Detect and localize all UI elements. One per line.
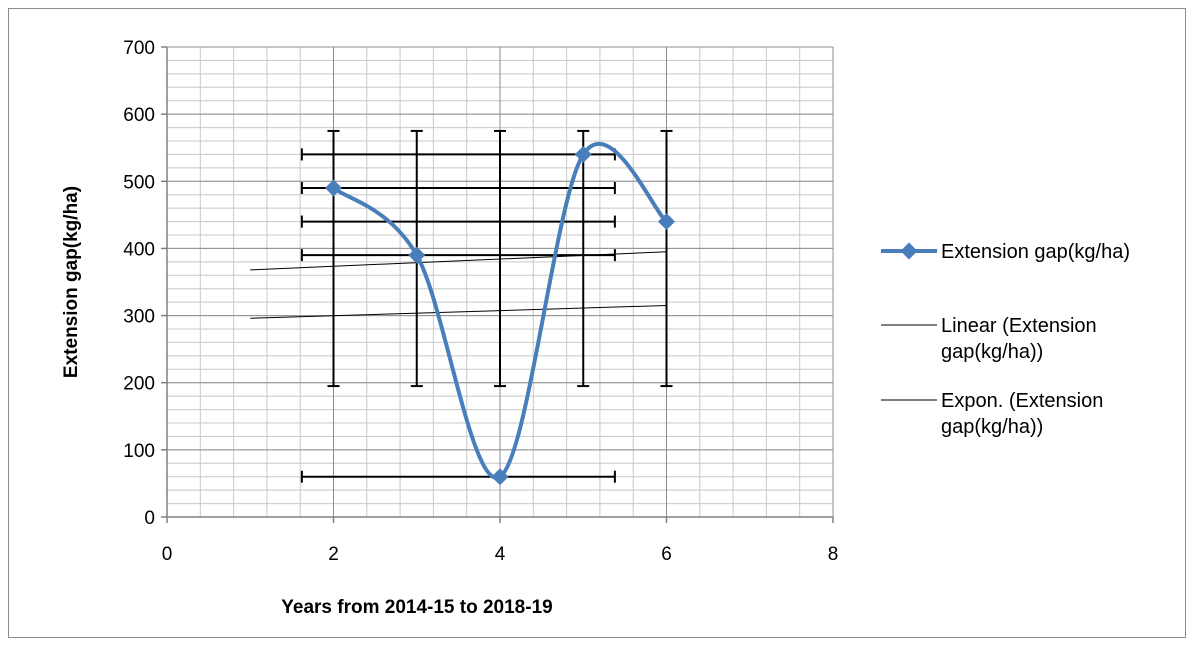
y-tick-label: 200 <box>123 374 155 395</box>
data-point <box>325 179 342 197</box>
chart-frame: 0 100 200 300 400 500 600 700 0 2 4 6 8 Years from 2… <box>8 8 1186 638</box>
y-tick-label: 400 <box>123 239 155 260</box>
legend-expon-label: Expon. (Extension gap(kg/ha)) <box>941 390 1109 438</box>
tick-labels: 0 100 200 300 400 500 600 700 0 2 4 6 8 <box>123 38 838 565</box>
y-tick-label: 300 <box>123 307 155 328</box>
series-line <box>332 142 668 480</box>
x-tick-label: 8 <box>828 544 839 565</box>
y-tick-label: 700 <box>123 38 155 59</box>
x-tick-label: 0 <box>162 544 173 565</box>
legend-entry-series: Extension gap(kg/ha) <box>881 241 1130 263</box>
chart: 0 100 200 300 400 500 600 700 0 2 4 6 8 Years from 2… <box>61 38 1130 618</box>
legend-series-marker <box>900 242 918 260</box>
legend-entry-expon: Expon. (Extension gap(kg/ha)) <box>881 390 1109 438</box>
y-tick-label: 600 <box>123 105 155 126</box>
data-point <box>658 213 675 231</box>
data-point <box>574 145 592 163</box>
x-axis-title: Years from 2014-15 to 2018-19 <box>281 597 552 618</box>
y-tick-label: 100 <box>123 441 155 462</box>
legend-linear-label: Linear (Extension gap(kg/ha)) <box>941 315 1102 363</box>
y-tick-label: 0 <box>144 508 155 529</box>
legend-linear-label-line1: Linear (Extension <box>941 315 1097 337</box>
legend-linear-label-line2: gap(kg/ha)) <box>941 341 1043 363</box>
series <box>325 142 675 486</box>
y-axis-title: Extension gap(kg/ha) <box>61 186 82 378</box>
legend-series-label: Extension gap(kg/ha) <box>941 241 1130 263</box>
axes <box>161 46 834 523</box>
exponential-trendline <box>250 305 667 319</box>
y-tick-label: 500 <box>123 172 155 193</box>
legend: Extension gap(kg/ha) Linear (Extension g… <box>881 241 1130 438</box>
data-point <box>408 246 426 264</box>
x-tick-label: 4 <box>495 544 506 565</box>
legend-expon-label-line1: Expon. (Extension <box>941 390 1103 412</box>
data-point <box>491 468 509 486</box>
x-tick-label: 6 <box>661 544 672 565</box>
legend-expon-label-line2: gap(kg/ha)) <box>941 416 1043 438</box>
legend-entry-linear: Linear (Extension gap(kg/ha)) <box>881 315 1102 363</box>
x-tick-label: 2 <box>328 544 339 565</box>
